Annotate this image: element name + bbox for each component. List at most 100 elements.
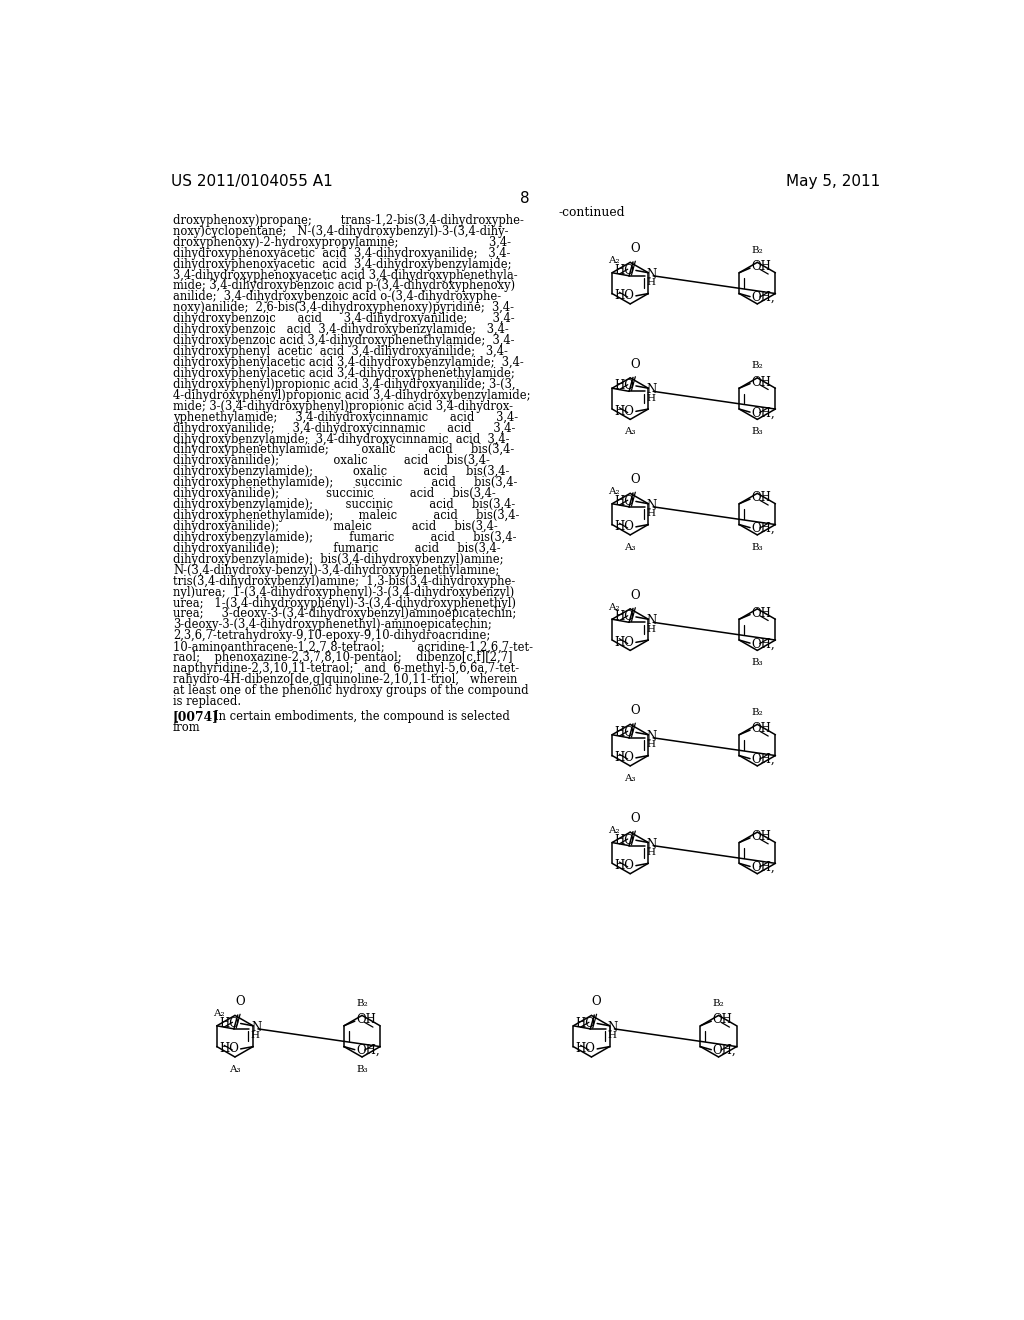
Text: dihydroxybenzylamide);          fumaric          acid     bis(3,4-: dihydroxybenzylamide); fumaric acid bis(… <box>173 531 516 544</box>
Text: droxyphenoxy)propane;        trans-1,2-bis(3,4-dihydroxyphe-: droxyphenoxy)propane; trans-1,2-bis(3,4-… <box>173 214 524 227</box>
Text: N: N <box>646 499 656 512</box>
Text: A₂: A₂ <box>213 1008 224 1018</box>
Text: is replaced.: is replaced. <box>173 694 241 708</box>
Text: 3-deoxy-3-(3,4-dihydroxyphenethyl)-aminoepicatechin;: 3-deoxy-3-(3,4-dihydroxyphenethyl)-amino… <box>173 618 492 631</box>
Text: N: N <box>646 268 656 281</box>
Text: OH,: OH, <box>356 1044 380 1057</box>
Text: dihydroxybenzylamide);           oxalic          acid     bis(3,4-: dihydroxybenzylamide); oxalic acid bis(3… <box>173 466 509 478</box>
Text: HO: HO <box>219 1043 240 1056</box>
Text: 3,4-dihydroxyphenoxyacetic acid 3,4-dihydroxyphenethyla-: 3,4-dihydroxyphenoxyacetic acid 3,4-dihy… <box>173 268 517 281</box>
Text: HO: HO <box>614 610 635 623</box>
Text: B₂: B₂ <box>356 999 368 1007</box>
Text: dihydroxyphenyl)propionic acid 3,4-dihydroxyanilide; 3-(3,: dihydroxyphenyl)propionic acid 3,4-dihyd… <box>173 378 515 391</box>
Text: mide; 3,4-dihydroxybenzoic acid p-(3,4-dihydroxyphenoxy): mide; 3,4-dihydroxybenzoic acid p-(3,4-d… <box>173 280 515 293</box>
Text: HO: HO <box>614 264 635 277</box>
Text: dihydroxybenzoic   acid  3,4-dihydroxybenzylamide;   3,4-: dihydroxybenzoic acid 3,4-dihydroxybenzy… <box>173 323 509 337</box>
Text: dihydroxyanilide);             succinic          acid     bis(3,4-: dihydroxyanilide); succinic acid bis(3,4… <box>173 487 496 500</box>
Text: noxy)anilide;  2,6-bis(3,4-dihydroxyphenoxy)pyridine;  3,4-: noxy)anilide; 2,6-bis(3,4-dihydroxypheno… <box>173 301 514 314</box>
Text: A₂: A₂ <box>608 826 620 834</box>
Text: dihydroxyanilide);               maleic           acid     bis(3,4-: dihydroxyanilide); maleic acid bis(3,4- <box>173 520 498 533</box>
Text: dihydroxybenzoic      acid      3,4-dihydroxyanilide;       3,4-: dihydroxybenzoic acid 3,4-dihydroxyanili… <box>173 313 515 325</box>
Text: OH,: OH, <box>752 521 775 535</box>
Text: dihydroxyphenethylamide;         oxalic         acid     bis(3,4-: dihydroxyphenethylamide; oxalic acid bis… <box>173 444 514 457</box>
Text: OH: OH <box>752 376 771 388</box>
Text: H: H <box>251 1031 260 1040</box>
Text: OH,: OH, <box>713 1044 736 1057</box>
Text: from: from <box>173 722 201 734</box>
Text: tris(3,4-dihydroxybenzyl)amine;  1,3-bis(3,4-dihydroxyphe-: tris(3,4-dihydroxybenzyl)amine; 1,3-bis(… <box>173 574 515 587</box>
Text: HO: HO <box>614 289 635 302</box>
Text: HO: HO <box>614 636 635 649</box>
Text: HO: HO <box>614 859 635 873</box>
Text: HO: HO <box>614 520 635 533</box>
Text: H: H <box>646 847 655 857</box>
Text: O: O <box>236 995 245 1008</box>
Text: HO: HO <box>575 1043 596 1056</box>
Text: dihydroxyanilide);               fumaric          acid     bis(3,4-: dihydroxyanilide); fumaric acid bis(3,4- <box>173 543 501 554</box>
Text: at least one of the phenolic hydroxy groups of the compound: at least one of the phenolic hydroxy gro… <box>173 684 528 697</box>
Text: HO: HO <box>614 726 635 739</box>
Text: OH: OH <box>752 607 771 619</box>
Text: O: O <box>631 242 640 255</box>
Text: N: N <box>607 1020 617 1034</box>
Text: A₃: A₃ <box>625 428 636 436</box>
Text: O: O <box>592 995 601 1008</box>
Text: dihydroxybenzoic acid 3,4-dihydroxyphenethylamide;  3,4-: dihydroxybenzoic acid 3,4-dihydroxyphene… <box>173 334 514 347</box>
Text: H: H <box>646 510 655 519</box>
Text: N: N <box>646 730 656 743</box>
Text: anilide;  3,4-dihydroxybenzoic acid o-(3,4-dihydroxyphe-: anilide; 3,4-dihydroxybenzoic acid o-(3,… <box>173 290 501 304</box>
Text: B₃: B₃ <box>752 659 763 667</box>
Text: OH,: OH, <box>752 638 775 651</box>
Text: B₂: B₂ <box>752 246 763 255</box>
Text: H: H <box>607 1031 616 1040</box>
Text: A₃: A₃ <box>625 774 636 783</box>
Text: OH,: OH, <box>752 861 775 874</box>
Text: napthyridine-2,3,10,11-tetraol;   and  6-methyl-5,6,6a,7-tet-: napthyridine-2,3,10,11-tetraol; and 6-me… <box>173 663 519 675</box>
Text: B₂: B₂ <box>713 999 724 1007</box>
Text: dihydroxyphenoxyacetic  acid  3,4-dihydroxyanilide;   3,4-: dihydroxyphenoxyacetic acid 3,4-dihydrox… <box>173 247 510 260</box>
Text: N: N <box>646 383 656 396</box>
Text: mide; 3-(3,4-dihydroxyphenyl)propionic acid 3,4-dihydrox-: mide; 3-(3,4-dihydroxyphenyl)propionic a… <box>173 400 513 413</box>
Text: O: O <box>631 704 640 717</box>
Text: dihydroxyphenoxyacetic  acid  3,4-dihydroxybenzylamide;: dihydroxyphenoxyacetic acid 3,4-dihydrox… <box>173 257 511 271</box>
Text: H: H <box>646 279 655 288</box>
Text: May 5, 2011: May 5, 2011 <box>785 174 880 189</box>
Text: dihydroxyphenylacetic acid 3,4-dihydroxyphenethylamide;: dihydroxyphenylacetic acid 3,4-dihydroxy… <box>173 367 515 380</box>
Text: N: N <box>646 614 656 627</box>
Text: -continued: -continued <box>558 206 625 219</box>
Text: 10-aminoanthracene-1,2,7,8-tetraol;         acridine-1,2,6,7-tet-: 10-aminoanthracene-1,2,7,8-tetraol; acri… <box>173 640 532 653</box>
Text: N: N <box>251 1020 261 1034</box>
Text: B₃: B₃ <box>356 1065 368 1073</box>
Text: 8: 8 <box>520 191 529 206</box>
Text: dihydroxybenzylamide);  bis(3,4-dihydroxybenzyl)amine;: dihydroxybenzylamide); bis(3,4-dihydroxy… <box>173 553 504 566</box>
Text: HO: HO <box>614 379 635 392</box>
Text: H: H <box>646 741 655 750</box>
Text: O: O <box>631 589 640 602</box>
Text: B₂: B₂ <box>752 708 763 717</box>
Text: B₃: B₃ <box>752 543 763 552</box>
Text: urea;   1-(3,4-dihydroxyphenyl)-3-(3,4-dihydroxyphenethyl): urea; 1-(3,4-dihydroxyphenyl)-3-(3,4-dih… <box>173 597 516 610</box>
Text: nyl)urea;  1-(3,4-dihydroxyphenyl)-3-(3,4-dihydroxybenzyl): nyl)urea; 1-(3,4-dihydroxyphenyl)-3-(3,4… <box>173 586 514 598</box>
Text: A₂: A₂ <box>608 602 620 611</box>
Text: OH,: OH, <box>752 752 775 766</box>
Text: dihydroxyphenylacetic acid 3,4-dihydroxybenzylamide;  3,4-: dihydroxyphenylacetic acid 3,4-dihydroxy… <box>173 356 523 370</box>
Text: dihydroxyphenyl  acetic  acid  3,4-dihydroxyanilide;   3,4-: dihydroxyphenyl acetic acid 3,4-dihydrox… <box>173 345 508 358</box>
Text: O: O <box>631 812 640 825</box>
Text: droxyphenoxy)-2-hydroxypropylamine;                         3,4-: droxyphenoxy)-2-hydroxypropylamine; 3,4- <box>173 236 511 248</box>
Text: In certain embodiments, the compound is selected: In certain embodiments, the compound is … <box>214 710 510 723</box>
Text: H: H <box>646 624 655 634</box>
Text: OH,: OH, <box>752 407 775 420</box>
Text: OH: OH <box>752 491 771 504</box>
Text: O: O <box>631 358 640 371</box>
Text: N: N <box>646 838 656 850</box>
Text: rahydro-4H-dibenzo[de,g]quinoline-2,10,11-triol,   wherein: rahydro-4H-dibenzo[de,g]quinoline-2,10,1… <box>173 673 517 686</box>
Text: A₃: A₃ <box>229 1065 241 1073</box>
Text: H: H <box>646 393 655 403</box>
Text: dihydroxybenzylamide);         succinic          acid     bis(3,4-: dihydroxybenzylamide); succinic acid bis… <box>173 498 515 511</box>
Text: HO: HO <box>614 405 635 418</box>
Text: 4-dihydroxyphenyl)propionic acid 3,4-dihydroxybenzylamide;: 4-dihydroxyphenyl)propionic acid 3,4-dih… <box>173 389 530 401</box>
Text: OH: OH <box>752 260 771 273</box>
Text: OH,: OH, <box>752 290 775 304</box>
Text: HO: HO <box>614 495 635 508</box>
Text: OH: OH <box>356 1014 376 1026</box>
